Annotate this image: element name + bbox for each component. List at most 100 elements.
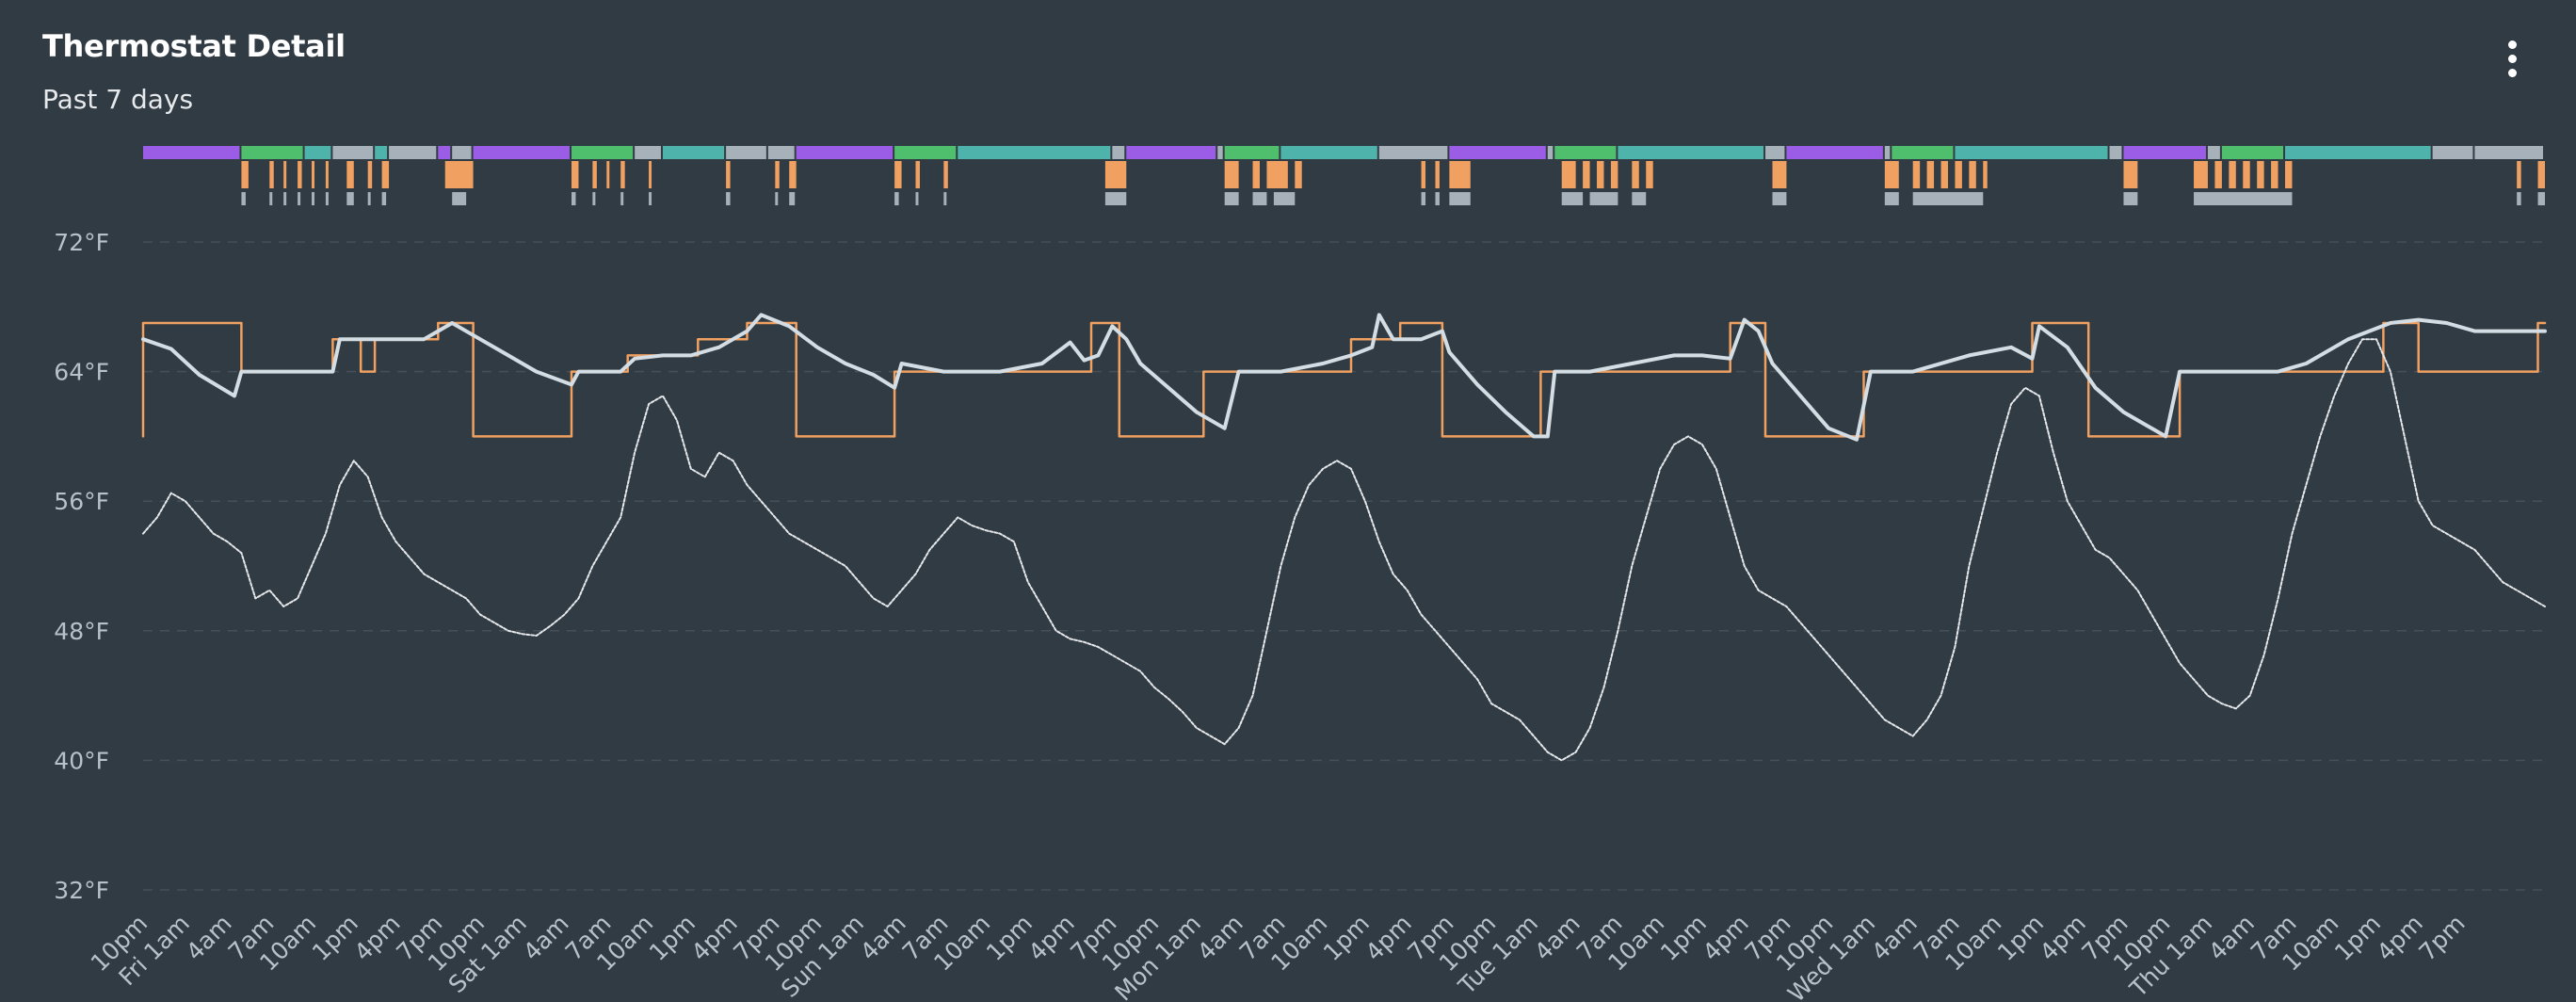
mode-segment-away	[958, 146, 1111, 159]
heat-activity-mark	[269, 161, 274, 188]
mode-segment-off	[2109, 146, 2122, 159]
mode-segment-away	[1618, 146, 1764, 159]
x-tick-label: 1pm	[644, 910, 700, 966]
heat-activity-mark	[1435, 161, 1440, 188]
heat-activity-mark	[1969, 161, 1976, 188]
mode-segment-heat	[1126, 146, 1216, 159]
series-line-outdoor	[142, 338, 2546, 762]
x-tick-label: 1pm	[981, 910, 1038, 966]
heat-activity-mark	[367, 161, 373, 188]
heat-activity-mark	[1926, 161, 1935, 188]
mode-segment-off	[1547, 146, 1554, 159]
heat-activity-mark	[2123, 161, 2138, 188]
fan-activity-mark	[775, 192, 779, 205]
x-tick-label: 1pm	[1318, 910, 1375, 966]
fan-activity-track	[241, 192, 2545, 205]
heat-activity-mark	[241, 161, 249, 188]
fan-activity-mark	[1772, 192, 1787, 205]
fan-activity-mark	[649, 192, 652, 205]
fan-activity-mark	[2123, 192, 2138, 205]
mode-segment-away	[1955, 146, 2108, 159]
fan-activity-mark	[915, 192, 919, 205]
heat-activity-mark	[2517, 161, 2521, 188]
more-vertical-icon[interactable]	[2491, 32, 2533, 85]
heat-activity-mark	[283, 161, 287, 188]
heat-activity-mark	[649, 161, 652, 188]
fan-activity-mark	[1449, 192, 1471, 205]
heat-activity-mark	[381, 161, 390, 188]
heat-activity-mark	[1884, 161, 1899, 188]
menu-dot	[2507, 68, 2517, 77]
fan-activity-mark	[1421, 192, 1426, 205]
x-tick-label: 1pm	[1992, 910, 2049, 966]
series-line-setpoint	[141, 321, 2547, 438]
heat-activity-mark	[2271, 161, 2278, 188]
mode-segment-heat	[1786, 146, 1883, 159]
heat-activity-mark	[1421, 161, 1426, 188]
mode-segment-home	[572, 146, 634, 159]
heat-activity-mark	[1449, 161, 1471, 188]
heat-activity-mark	[444, 161, 474, 188]
fan-activity-mark	[572, 192, 576, 205]
fan-activity-mark	[1435, 192, 1440, 205]
mode-segment-heat	[1449, 146, 1546, 159]
heat-activity-mark	[2285, 161, 2293, 188]
heat-activity-mark	[2257, 161, 2264, 188]
heat-activity-mark	[2537, 161, 2545, 188]
heat-activity-mark	[726, 161, 731, 188]
x-tick-label: 4am	[855, 910, 911, 966]
mode-segment-off	[1378, 146, 1448, 159]
series-line-indoor	[141, 313, 2547, 442]
grid-lines	[143, 241, 2545, 891]
mode-segment-home	[241, 146, 303, 159]
fan-activity-mark	[1104, 192, 1127, 205]
heat-activity-mark	[1104, 161, 1127, 188]
fan-activity-mark	[241, 192, 246, 205]
card-title: Thermostat Detail	[42, 28, 346, 64]
mode-segment-off	[452, 146, 472, 159]
x-tick-label: 7pm	[2414, 910, 2471, 966]
fan-activity-mark	[312, 192, 315, 205]
heat-activity-mark	[325, 161, 329, 188]
x-tick-label: 4pm	[2372, 910, 2428, 966]
y-tick-label: 32°F	[54, 877, 109, 904]
mode-segment-heat	[473, 146, 571, 159]
fan-activity-mark	[1632, 192, 1647, 205]
fan-activity-mark	[789, 192, 796, 205]
x-tick-label: 4am	[1529, 910, 1586, 966]
heat-activity-mark	[2229, 161, 2236, 188]
fan-activity-mark	[1224, 192, 1239, 205]
heat-activity-mark	[1224, 161, 1239, 188]
heat-activity-mark	[1295, 161, 1302, 188]
fan-activity-mark	[346, 192, 354, 205]
heat-activity-mark	[298, 161, 302, 188]
fan-activity-mark	[726, 192, 731, 205]
mode-segment-away	[662, 146, 725, 159]
fan-activity-mark	[269, 192, 273, 205]
y-tick-label: 72°F	[54, 229, 109, 256]
fan-activity-mark	[1884, 192, 1899, 205]
mode-segment-heat	[438, 146, 451, 159]
fan-activity-mark	[325, 192, 329, 205]
mode-segment-heat	[2123, 146, 2206, 159]
heat-activity-mark	[2243, 161, 2250, 188]
card-subtitle: Past 7 days	[42, 84, 194, 115]
mode-segment-off	[767, 146, 795, 159]
mode-segment-off	[2432, 146, 2473, 159]
heat-activity-mark	[1610, 161, 1618, 188]
fan-activity-mark	[2537, 192, 2545, 205]
x-tick-label: 1pm	[2329, 910, 2386, 966]
series-lines	[141, 313, 2547, 762]
y-tick-label: 40°F	[54, 747, 109, 774]
fan-activity-mark	[283, 192, 287, 205]
mode-segment-away	[1280, 146, 1377, 159]
heat-activity-mark	[915, 161, 920, 188]
mode-segment-heat	[796, 146, 894, 159]
heat-activity-mark	[1646, 161, 1653, 188]
x-tick-label: 4am	[1192, 910, 1248, 966]
fan-activity-mark	[298, 192, 301, 205]
heat-activity-mark	[1632, 161, 1639, 188]
x-tick-label: 4pm	[1360, 910, 1417, 966]
heat-activity-mark	[606, 161, 610, 188]
